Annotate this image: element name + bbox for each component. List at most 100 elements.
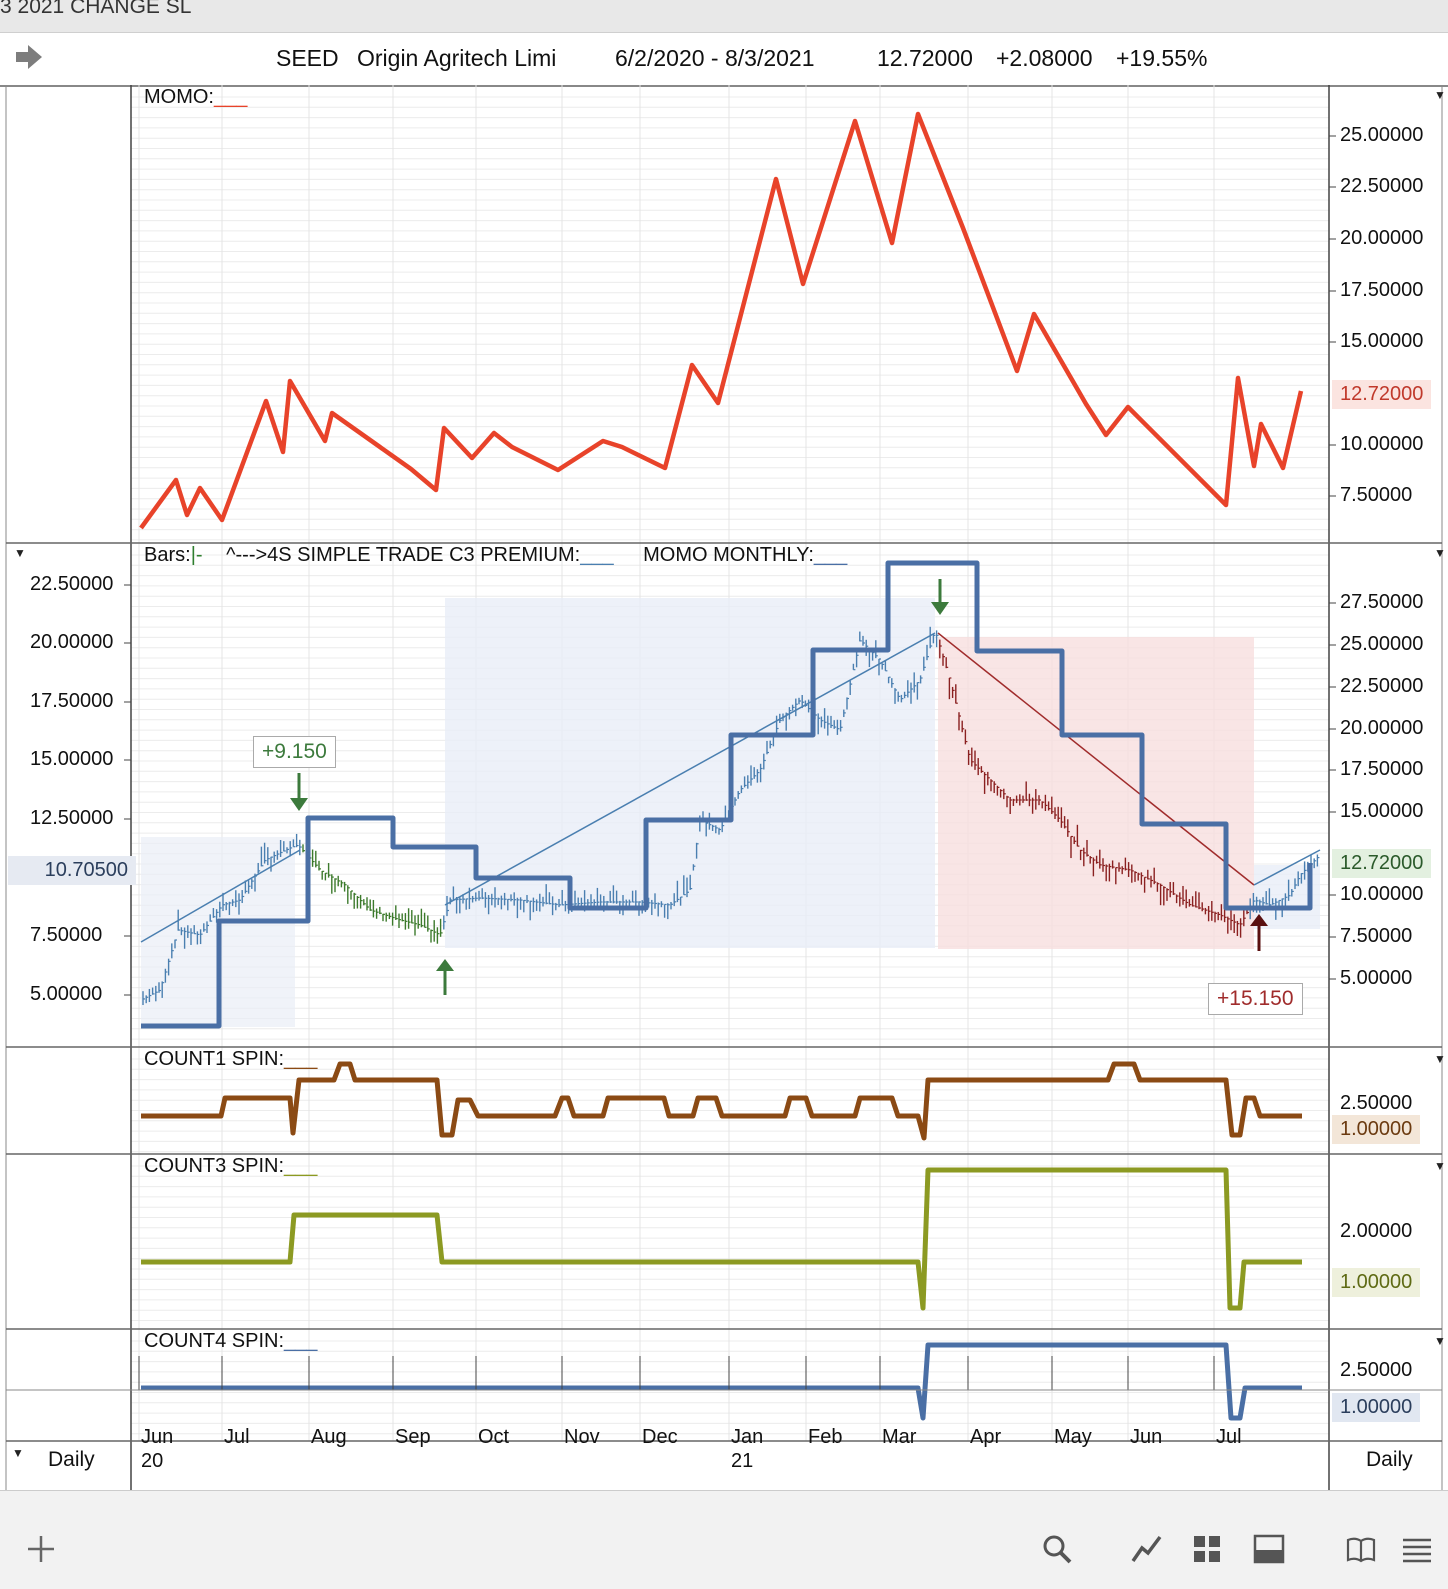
month-label: Feb bbox=[808, 1426, 843, 1448]
period-left[interactable]: Daily bbox=[48, 1448, 95, 1471]
price-left-tick: 15.00000 bbox=[30, 748, 114, 770]
price-left-tick: 22.50000 bbox=[30, 573, 114, 595]
count4-swatch: ___ bbox=[284, 1330, 318, 1352]
count3-tick: 2.00000 bbox=[1340, 1220, 1413, 1242]
price-right-tick: 10.00000 bbox=[1340, 883, 1424, 905]
search-icon[interactable] bbox=[1040, 1532, 1074, 1566]
month-label: Jun bbox=[1130, 1426, 1163, 1448]
count1-panel-menu-caret[interactable]: ▼ bbox=[1434, 1052, 1446, 1066]
count4-current: 1.00000 bbox=[1332, 1393, 1421, 1422]
count4-line bbox=[141, 1342, 1302, 1421]
year-label: 20 bbox=[141, 1450, 164, 1472]
count3-label-text: COUNT3 SPIN: bbox=[144, 1155, 285, 1177]
momo-y-tick: 20.00000 bbox=[1340, 227, 1424, 249]
month-label: Oct bbox=[478, 1426, 510, 1448]
gain-label-2: +15.150 bbox=[1208, 983, 1303, 1015]
left-current-value: 10.70500 bbox=[8, 856, 136, 885]
count1-line bbox=[141, 1061, 1302, 1141]
price-panel-menu-caret-right[interactable]: ▼ bbox=[1434, 546, 1446, 560]
count3-line bbox=[141, 1167, 1302, 1311]
trend-line-3 bbox=[937, 632, 1255, 886]
year-label: 21 bbox=[731, 1450, 754, 1472]
month-label: Dec bbox=[642, 1426, 678, 1448]
momo-y-tick: 15.00000 bbox=[1340, 330, 1424, 352]
buy-arrow-1 bbox=[436, 959, 454, 995]
momo-y-tick: 22.50000 bbox=[1340, 175, 1424, 197]
month-label: Sep bbox=[395, 1426, 431, 1448]
price-panel-menu-caret-left[interactable]: ▼ bbox=[14, 546, 26, 560]
momo-y-tick: 25.00000 bbox=[1340, 124, 1424, 146]
symbol[interactable]: SEED bbox=[276, 45, 339, 71]
gain-label-1: +9.150 bbox=[253, 736, 336, 768]
month-label: Jul bbox=[224, 1426, 250, 1448]
price-legend: Bars:|- ^--->4S SIMPLE TRADE C3 PREMIUM:… bbox=[144, 544, 847, 567]
panel-layout-icon[interactable] bbox=[1252, 1532, 1286, 1566]
trade-swatch: ___ bbox=[580, 544, 614, 566]
line-chart-icon[interactable] bbox=[1130, 1532, 1164, 1566]
count1-tick: 2.50000 bbox=[1340, 1092, 1413, 1114]
last-price: 12.72000 bbox=[877, 45, 973, 71]
month-label: Mar bbox=[882, 1426, 917, 1448]
bars-label: Bars: bbox=[144, 544, 191, 566]
arrow-right-icon[interactable] bbox=[14, 43, 44, 71]
sell-arrow-2 bbox=[931, 579, 949, 615]
price-right-tick: 15.00000 bbox=[1340, 800, 1424, 822]
month-label: Jul bbox=[1216, 1426, 1242, 1448]
month-label: Jan bbox=[731, 1426, 764, 1448]
momo-y-tick: 10.00000 bbox=[1340, 433, 1424, 455]
date-range: 6/2/2020 - 8/3/2021 bbox=[615, 45, 815, 71]
count3-current: 1.00000 bbox=[1332, 1268, 1421, 1297]
trade-zone-3 bbox=[938, 637, 1254, 949]
momo-monthly-step bbox=[141, 560, 1313, 1029]
chart-area[interactable] bbox=[0, 85, 1448, 1490]
count3-label: COUNT3 SPIN:___ bbox=[144, 1155, 317, 1178]
month-label: Jun bbox=[141, 1426, 174, 1448]
trend-line-4 bbox=[1253, 849, 1321, 886]
momo-panel-menu-caret[interactable]: ▼ bbox=[1434, 88, 1446, 102]
price-right-tick: 22.50000 bbox=[1340, 675, 1424, 697]
count1-swatch: ___ bbox=[284, 1048, 318, 1070]
right-current-value: 12.72000 bbox=[1332, 849, 1432, 878]
price-change: +2.08000 bbox=[996, 45, 1093, 71]
price-right-tick: 7.50000 bbox=[1340, 925, 1413, 947]
price-right-tick: 27.50000 bbox=[1340, 591, 1424, 613]
window-title: 3 2021 CHANGE SL bbox=[0, 0, 192, 18]
period-menu-caret[interactable]: ▼ bbox=[12, 1446, 24, 1460]
momo-current-value: 12.72000 bbox=[1332, 380, 1432, 409]
momo-y-tick: 17.50000 bbox=[1340, 279, 1424, 301]
window-title-strip: 3 2021 CHANGE SL bbox=[0, 0, 1448, 33]
month-label: May bbox=[1054, 1426, 1092, 1448]
trade-label: ^--->4S SIMPLE TRADE C3 PREMIUM: bbox=[226, 544, 581, 566]
price-right-tick: 17.50000 bbox=[1340, 758, 1424, 780]
price-left-tick: 7.50000 bbox=[30, 924, 103, 946]
momo-line bbox=[139, 111, 1304, 530]
sell-arrow-1 bbox=[290, 773, 308, 811]
grid-icon[interactable] bbox=[1190, 1532, 1224, 1566]
book-icon[interactable] bbox=[1344, 1532, 1378, 1566]
price-right-tick: 25.00000 bbox=[1340, 633, 1424, 655]
momo-y-tick: 7.50000 bbox=[1340, 484, 1413, 506]
month-label: Nov bbox=[564, 1426, 600, 1448]
monthly-swatch: ___ bbox=[813, 544, 848, 566]
period-right[interactable]: Daily bbox=[1366, 1448, 1413, 1471]
trend-line-2 bbox=[444, 632, 936, 906]
momo-monthly-label: MOMO MONTHLY: bbox=[643, 544, 814, 566]
count1-label: COUNT1 SPIN:___ bbox=[144, 1048, 317, 1071]
price-right-tick: 20.00000 bbox=[1340, 717, 1424, 739]
month-label: Aug bbox=[311, 1426, 347, 1448]
list-icon[interactable] bbox=[1400, 1532, 1434, 1566]
price-left-tick: 12.50000 bbox=[30, 807, 114, 829]
count4-label-text: COUNT4 SPIN: bbox=[144, 1330, 285, 1352]
count3-panel-menu-caret[interactable]: ▼ bbox=[1434, 1159, 1446, 1173]
count4-label: COUNT4 SPIN:___ bbox=[144, 1330, 317, 1353]
price-left-tick: 17.50000 bbox=[30, 690, 114, 712]
count4-panel-menu-caret[interactable]: ▼ bbox=[1434, 1334, 1446, 1348]
count4-tick: 2.50000 bbox=[1340, 1359, 1413, 1381]
chart-header: SEED Origin Agritech Limi 6/2/2020 - 8/3… bbox=[0, 33, 1448, 87]
price-right-tick: 5.00000 bbox=[1340, 967, 1413, 989]
count1-current: 1.00000 bbox=[1332, 1115, 1421, 1144]
count1-label-text: COUNT1 SPIN: bbox=[144, 1048, 285, 1070]
footer-toolbar bbox=[0, 1490, 1448, 1589]
trend-line-1 bbox=[140, 849, 301, 943]
plus-icon[interactable] bbox=[24, 1532, 58, 1566]
